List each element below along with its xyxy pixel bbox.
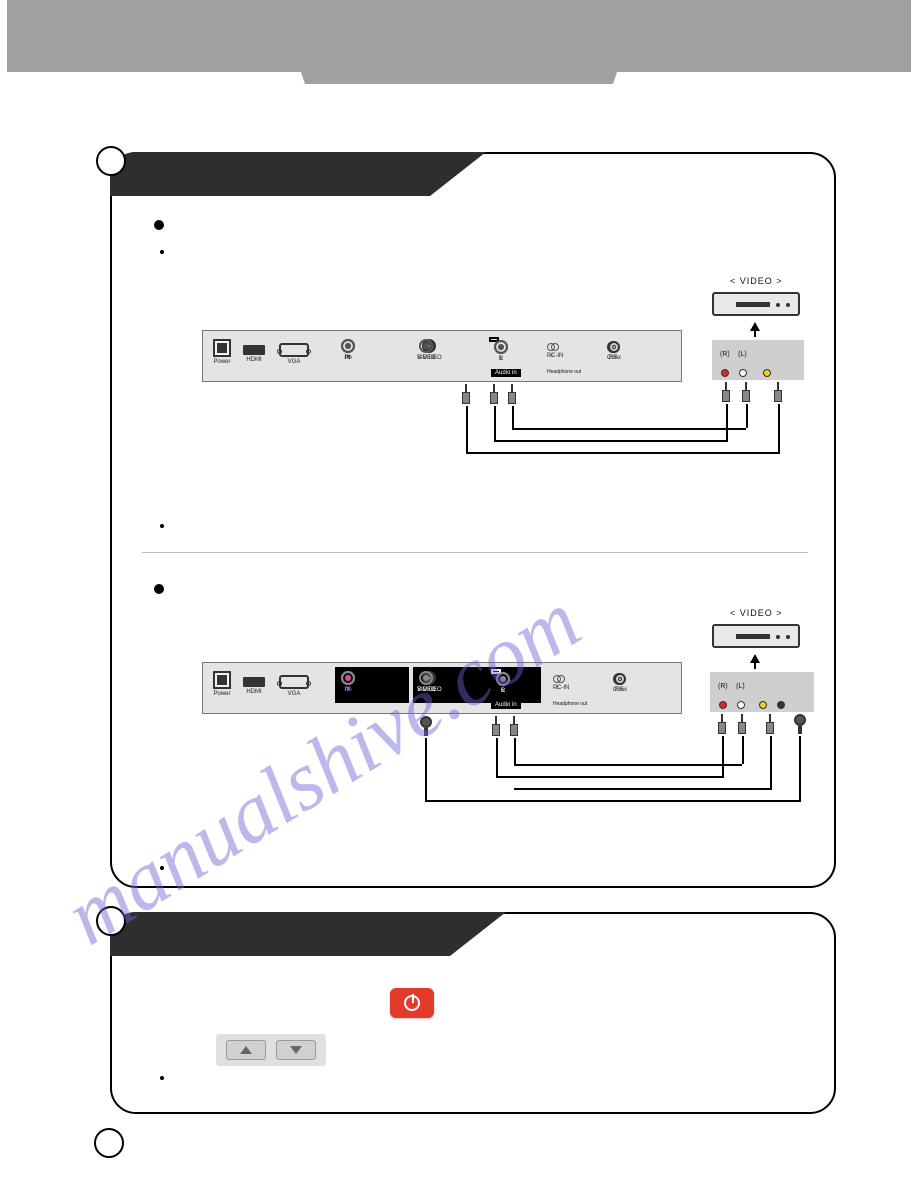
audio-in-label-1: Audio in — [491, 369, 521, 377]
device-jacks-2: (R) (L) — [710, 672, 814, 712]
jack2-r-icon — [719, 701, 727, 709]
cable-1a — [466, 406, 468, 452]
cable-1f — [778, 404, 780, 452]
audio-in-highlight-1: L R — [489, 337, 499, 342]
audio-r-port-icon — [494, 340, 508, 354]
audio-r-port-icon-2 — [496, 672, 510, 686]
hdmi-port-icon-2 — [243, 677, 265, 687]
power-icon — [404, 995, 420, 1011]
power-port-label: Power — [213, 359, 230, 365]
text-dot-2 — [160, 524, 164, 528]
section-controls — [110, 912, 836, 1114]
device-plug-r-2 — [718, 714, 726, 734]
video-device-1 — [712, 292, 800, 316]
jack-video-icon — [763, 369, 771, 377]
cable-2f — [770, 736, 772, 788]
channel-buttons — [216, 1034, 326, 1066]
cable-2a — [425, 738, 427, 800]
cable-2i — [496, 776, 724, 778]
vga-port-icon-2 — [279, 675, 309, 689]
bullet-1 — [154, 220, 164, 230]
section-connections: < VIDEO > (R) (L) Power HDMI VGA Y Pb Pr — [110, 152, 836, 888]
power-port-icon — [213, 339, 231, 357]
section-marker-a — [96, 146, 126, 176]
jack-r-icon — [721, 369, 729, 377]
hp-port-icon-2 — [553, 675, 561, 683]
cable-2c — [514, 738, 516, 764]
connector-panel-2: Power HDMI VGA Y Pb Pr S-VIDEO VIDEO L R — [202, 662, 682, 714]
cable-2h — [425, 800, 801, 802]
vga-port-icon — [279, 343, 309, 357]
cable-2k — [514, 788, 772, 790]
jack2-sv-icon — [777, 701, 785, 709]
device-plug-r-1 — [722, 382, 730, 402]
jack-l-label: (L) — [738, 351, 747, 358]
bullet-2 — [154, 584, 164, 594]
device-plug-l-2 — [738, 714, 746, 734]
cable-1g — [466, 452, 780, 454]
text-dot-3 — [160, 866, 164, 870]
pr-port-icon-2 — [341, 671, 355, 685]
cable-2d — [722, 736, 724, 776]
device-plug-v-1 — [774, 382, 782, 402]
plug-l-2 — [492, 716, 500, 736]
power-button[interactable] — [390, 988, 434, 1018]
header-notch — [305, 0, 613, 84]
cable-1e — [746, 404, 748, 428]
section-tab-a — [110, 152, 430, 196]
cable-1i — [512, 428, 746, 430]
device-plug-l-1 — [742, 382, 750, 402]
coax-port-icon-2 — [614, 673, 626, 685]
plug-l-1 — [490, 384, 498, 404]
arrow-up-1 — [750, 322, 760, 331]
section-tab-b — [110, 912, 450, 956]
text-dot-1 — [160, 250, 164, 254]
power-port-icon-2 — [213, 671, 231, 689]
audio-in-label-2: Audio in — [491, 701, 521, 709]
channel-up-button[interactable] — [226, 1040, 266, 1060]
plug-sv-2 — [420, 716, 432, 738]
chevron-up-icon — [240, 1046, 252, 1054]
plug-r-1 — [508, 384, 516, 404]
coax-port-icon — [608, 341, 620, 353]
pr-port-icon — [341, 339, 355, 353]
text-dot-b — [160, 1076, 164, 1080]
video-port-icon — [419, 339, 433, 353]
jack2-video-icon — [759, 701, 767, 709]
device-plug-v-2 — [766, 714, 774, 734]
device-jacks-1: (R) (L) — [712, 340, 804, 380]
vga-port-label: VGA — [288, 359, 301, 365]
hdmi-port-label: HDMI — [246, 357, 261, 363]
section-marker-b — [96, 906, 126, 936]
video-device-label-1: < VIDEO > — [730, 276, 783, 286]
hp-out-label-1: Headphone out — [547, 369, 581, 375]
connector-panel-1: Power HDMI VGA Y Pb Pr S-VIDEO VIDEO L R — [202, 330, 682, 382]
audio-in-highlight-2: L R — [491, 669, 501, 674]
cable-2b — [496, 738, 498, 776]
jack2-l-icon — [737, 701, 745, 709]
video-device-2 — [712, 624, 800, 648]
cable-1c — [512, 406, 514, 428]
video-port-icon-2 — [419, 671, 433, 685]
chevron-down-icon — [290, 1046, 302, 1054]
cable-1d — [726, 404, 728, 440]
video-device-label-2: < VIDEO > — [730, 608, 783, 618]
channel-down-button[interactable] — [276, 1040, 316, 1060]
arrow-up-2 — [750, 654, 760, 663]
jack-r-label: (R) — [720, 351, 730, 358]
divider-line — [142, 552, 808, 553]
hp-port-icon — [547, 343, 555, 351]
jack-l-icon — [739, 369, 747, 377]
device-plug-sv-2 — [794, 714, 806, 736]
cable-2e — [742, 736, 744, 764]
cable-1b — [494, 406, 496, 440]
hdmi-port-icon — [243, 345, 265, 355]
plug-video-1 — [462, 384, 470, 404]
cable-2j — [514, 764, 742, 766]
page-number-circle — [94, 1128, 124, 1158]
plug-r-2 — [510, 716, 518, 736]
cable-2g — [799, 736, 801, 800]
cable-1h — [494, 440, 728, 442]
